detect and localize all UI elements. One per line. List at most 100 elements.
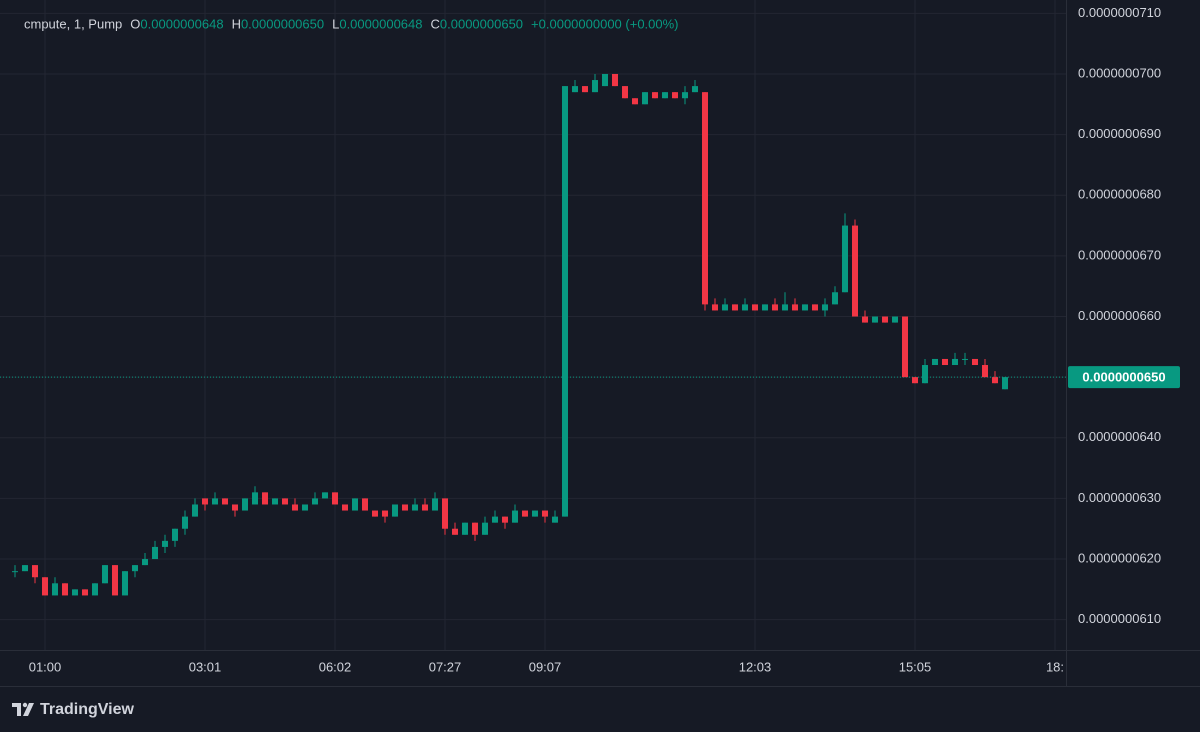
candle-body (982, 365, 988, 378)
candle-body (102, 565, 108, 584)
candle-body (362, 498, 368, 511)
candle-body (12, 571, 18, 573)
candle-body (632, 98, 638, 105)
candle-body (622, 86, 628, 99)
candle-body (832, 292, 838, 305)
candle-body (322, 492, 328, 499)
candle-body (702, 92, 708, 305)
candle-body (862, 316, 868, 323)
plot-area (0, 73, 1066, 596)
candle-body (732, 304, 738, 311)
candle-body (872, 316, 878, 323)
candle-body (462, 522, 468, 535)
candle-body (242, 498, 248, 511)
y-tick-label: 0.0000000700 (1078, 65, 1161, 80)
candle-body (152, 546, 158, 560)
candle-body (312, 498, 318, 505)
brand-text: TradingView (40, 701, 135, 718)
candle-body (182, 516, 188, 529)
candle-body (202, 498, 208, 505)
candle-body (372, 510, 378, 517)
candle-body (132, 565, 138, 572)
x-tick-label: 18: (1046, 659, 1064, 674)
candle-body (252, 492, 258, 505)
candle-body (672, 92, 678, 99)
high-label: H (231, 16, 241, 32)
candle-body (822, 304, 828, 311)
axes: 0.0000000610 0.0000000620 0.0000000630 0.00… (29, 5, 1180, 674)
candle-body (422, 504, 428, 511)
candle-body (892, 316, 898, 323)
candle-body (72, 589, 78, 596)
candle-body (92, 583, 98, 596)
x-tick-label: 15:05 (899, 659, 932, 674)
candle-body (122, 571, 128, 596)
candle-body (342, 504, 348, 511)
brand-logo (12, 702, 34, 716)
candle-body (772, 304, 778, 311)
candle-body (412, 504, 418, 511)
x-tick-label: 09:07 (529, 659, 562, 674)
candle-body (112, 565, 118, 596)
candle-body (512, 510, 518, 523)
candle-body (612, 73, 618, 87)
candle-body (762, 304, 768, 311)
x-tick-label: 01:00 (29, 659, 62, 674)
candle-body (232, 504, 238, 511)
y-tick-label: 0.0000000660 (1078, 308, 1161, 323)
candle-body (912, 377, 918, 384)
candle-body (562, 86, 568, 517)
y-tick-label: 0.0000000690 (1078, 126, 1161, 141)
candle-body (172, 528, 178, 541)
candle-body (712, 304, 718, 311)
candle-body (472, 522, 478, 535)
close-value: 0.0000000650 (439, 16, 524, 32)
high-value: 0.0000000650 (240, 16, 325, 32)
candle-body (842, 225, 848, 293)
candle-body (882, 316, 888, 323)
candle-body (642, 92, 648, 105)
candle-body (292, 504, 298, 511)
candle-body (652, 92, 658, 99)
candle-body (42, 577, 48, 596)
last-price-box (1068, 366, 1180, 389)
candle-body (792, 304, 798, 311)
candle-body (212, 498, 218, 505)
candle-body (802, 304, 808, 311)
candle-body (382, 510, 388, 517)
candle-body (262, 492, 268, 505)
low-label: L (332, 16, 340, 32)
candle-body (552, 516, 558, 523)
candle-body (82, 589, 88, 596)
candle-body (532, 510, 538, 517)
candle-body (782, 304, 788, 311)
y-tick-label: 0.0000000620 (1078, 550, 1161, 565)
low-value: 0.0000000648 (339, 16, 423, 32)
candle-body (992, 377, 998, 384)
candle-body (52, 583, 58, 596)
candle-body (492, 516, 498, 523)
candle-body (942, 358, 948, 366)
candle-body (722, 304, 728, 311)
candle-body (852, 225, 858, 317)
grid (0, 0, 1066, 650)
candle-body (402, 504, 408, 511)
y-tick-label: 0.0000000630 (1078, 490, 1161, 505)
candle-body (682, 92, 688, 99)
x-tick-label: 12:03 (739, 659, 772, 674)
candle-body (932, 358, 938, 366)
x-tick-label: 03:01 (189, 659, 222, 674)
candle-body (922, 365, 928, 384)
candle-body (482, 522, 488, 535)
candle-body (222, 498, 228, 505)
candle-body (282, 498, 288, 505)
y-tick-label: 0.0000000610 (1078, 611, 1161, 626)
candle-body (272, 498, 278, 505)
candle-body (662, 92, 668, 99)
candle-body (192, 504, 198, 517)
candle-body (752, 304, 758, 311)
candle-body (452, 528, 458, 535)
candle-body (542, 510, 548, 517)
